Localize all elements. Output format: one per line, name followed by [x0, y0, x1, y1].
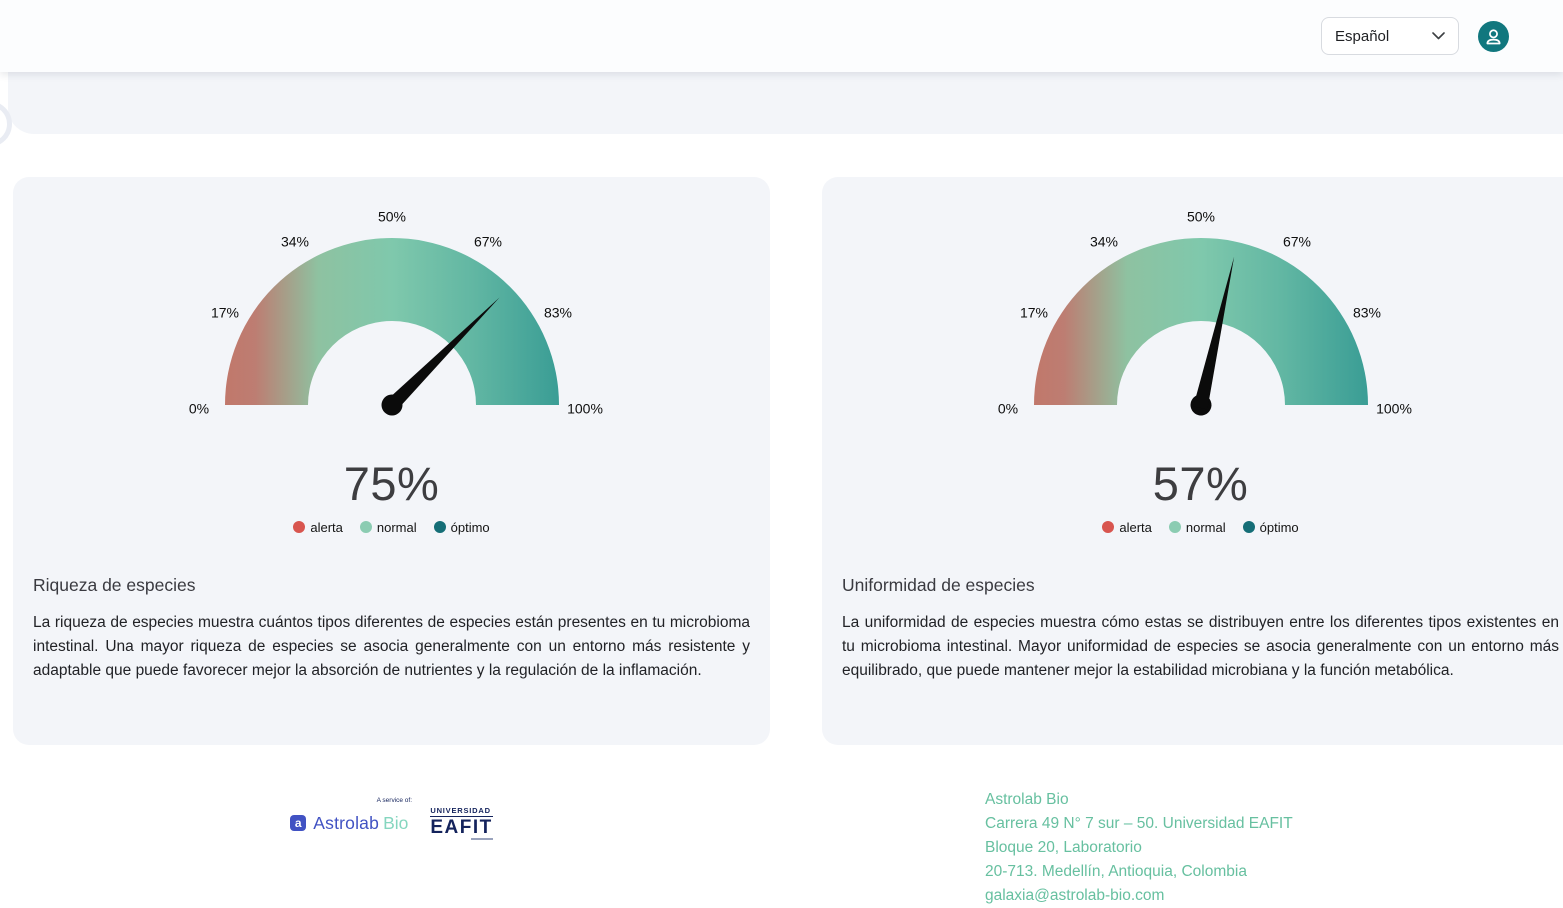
gauge-tick: 34%: [280, 234, 308, 250]
legend-label: óptimo: [1259, 519, 1299, 535]
gauge-arc: [224, 238, 559, 405]
gauge-legend: alerta normal óptimo: [842, 520, 1559, 535]
contact-address-line2: Bloque 20, Laboratorio: [985, 839, 1142, 856]
gauge-tick: 50%: [1186, 209, 1214, 225]
astrolab-logo-suffix: Bio: [383, 812, 409, 833]
gauge-value: 75%: [343, 457, 440, 510]
card-title: Uniformidad de especies: [842, 574, 1035, 595]
gauge-tick: 0%: [188, 401, 208, 417]
gauge-tick: 0%: [997, 401, 1017, 417]
legend-dot-normal: [359, 521, 372, 534]
legend-label: alerta: [1119, 519, 1152, 535]
service-note: A service of:: [376, 797, 413, 804]
gauge-value: 57%: [1152, 457, 1249, 510]
gauge-tick: 83%: [543, 305, 571, 321]
astrolab-logo-mark: a: [290, 815, 307, 831]
legend-label: normal: [376, 519, 417, 535]
astrolab-bio-logo: a Astrolab Bio: [290, 813, 408, 834]
header: Español: [0, 0, 1563, 72]
legend-item-optimo: óptimo: [433, 519, 490, 535]
gauge-tick: 100%: [1376, 401, 1412, 417]
contact-address-line1: Carrera 49 N° 7 sur – 50. Universidad EA…: [985, 815, 1293, 832]
legend-item-normal: normal: [1168, 519, 1226, 535]
eafit-logo-top: UNIVERSIDAD: [430, 806, 493, 817]
gauge-tick: 100%: [567, 401, 603, 417]
user-icon: [1486, 28, 1501, 44]
legend-dot-optimo: [1242, 521, 1255, 534]
astrolab-logo-name: Astrolab: [313, 812, 380, 833]
gauge-legend: alerta normal óptimo: [33, 520, 750, 535]
contact-email-link[interactable]: galaxia@astrolab-bio.com: [985, 887, 1165, 904]
gauge-tick: 67%: [1282, 234, 1310, 250]
legend-item-optimo: óptimo: [1242, 519, 1299, 535]
scrolled-card-bottom: [8, 72, 1563, 134]
footer-contact: Astrolab Bio Carrera 49 N° 7 sur – 50. U…: [985, 788, 1293, 908]
gauge-tick: 17%: [1019, 305, 1047, 321]
card-description: La riqueza de especies muestra cuántos t…: [33, 613, 750, 679]
gauge-tick: 67%: [473, 234, 501, 250]
language-selector[interactable]: Español: [1321, 17, 1459, 55]
contact-address-line3: 20-713. Medellín, Antioquia, Colombia: [985, 863, 1247, 880]
legend-dot-alerta: [293, 521, 306, 534]
chevron-down-icon: [1432, 32, 1445, 40]
legend-dot-alerta: [1102, 521, 1115, 534]
gauge-needle: [1190, 256, 1234, 416]
eafit-university-logo: UNIVERSIDAD EAFIT: [430, 806, 493, 840]
gauge-tick: 50%: [377, 209, 405, 225]
eafit-fine-print: [470, 838, 493, 840]
footer-logos: A service of: a Astrolab Bio UNIVERSIDAD …: [13, 797, 770, 840]
legend-label: normal: [1185, 519, 1226, 535]
legend-label: alerta: [310, 519, 343, 535]
card-species-evenness: 0% 17% 34% 50% 67% 83% 100% 57% alerta n…: [822, 177, 1563, 745]
legend-dot-optimo: [433, 521, 446, 534]
gauge-arc: [1033, 238, 1368, 405]
gauge-tick: 34%: [1089, 234, 1117, 250]
gauge-needle: [381, 297, 499, 416]
avatar[interactable]: [1478, 20, 1509, 52]
card-title: Riqueza de especies: [33, 574, 196, 595]
language-selector-value: Español: [1335, 27, 1390, 45]
legend-label: óptimo: [450, 519, 490, 535]
legend-item-normal: normal: [359, 519, 417, 535]
gauge-tick: 83%: [1352, 305, 1380, 321]
card-description: La uniformidad de especies muestra cómo …: [842, 613, 1559, 679]
gauge-chart: 0% 17% 34% 50% 67% 83% 100%: [188, 209, 603, 417]
eafit-logo-name: EAFIT: [430, 817, 493, 838]
legend-dot-normal: [1168, 521, 1181, 534]
gauge-chart: 0% 17% 34% 50% 67% 83% 100%: [997, 209, 1412, 417]
contact-company-name: Astrolab Bio: [985, 791, 1069, 808]
card-species-richness: 0% 17% 34% 50% 67% 83% 100% 75% alerta n…: [13, 177, 770, 745]
legend-item-alerta: alerta: [293, 520, 343, 535]
legend-item-alerta: alerta: [1102, 520, 1152, 535]
gauge-tick: 17%: [210, 305, 238, 321]
